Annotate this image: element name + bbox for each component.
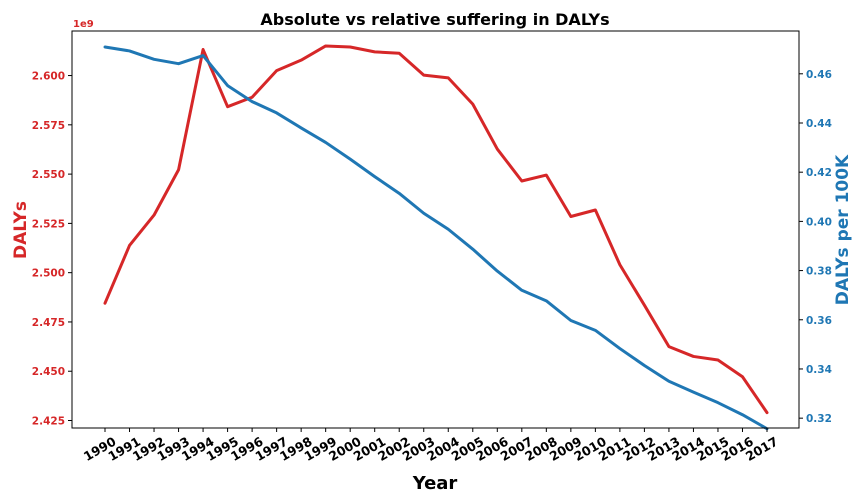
y-tick-label-right: 0.32 — [806, 413, 832, 425]
plot-frame — [71, 30, 800, 429]
y-tick-label-left: 2.575 — [32, 120, 65, 132]
y-tick-label-left: 2.550 — [32, 169, 65, 181]
series-line-dalys-per-100k — [103, 45, 769, 431]
y-tick-label-left: 2.425 — [32, 416, 65, 428]
y-tick-label-right: 0.46 — [806, 69, 832, 81]
y-tick-label-left: 2.450 — [32, 366, 65, 378]
chart-title: Absolute vs relative suffering in DALYs — [260, 10, 609, 29]
y-tick-label-right: 0.42 — [806, 167, 832, 179]
y-axis-label-right: DALYs per 100K — [833, 154, 853, 305]
plot-area: 2.425 2.450 2.475 2.500 2.525 2.550 2.575 2.600… — [32, 30, 832, 464]
series-line-dalys — [103, 44, 769, 415]
y-tick-label-left: 2.525 — [32, 218, 65, 230]
y-tick-label-left: 2.475 — [32, 317, 65, 329]
left-axis-offset: 1e9 — [73, 19, 94, 30]
x-axis-label: Year — [412, 473, 458, 494]
y-tick-label-right: 0.38 — [806, 266, 832, 278]
y-tick-label-right: 0.34 — [806, 364, 832, 376]
y-tick-label-right: 0.40 — [806, 216, 832, 228]
y-axis-label-left: DALYs — [11, 201, 31, 259]
y-tick-label-right: 0.36 — [806, 315, 832, 327]
y-tick-label-left: 2.500 — [32, 268, 65, 280]
y-tick-label-right: 0.44 — [806, 118, 832, 130]
y-tick-label-left: 2.600 — [32, 71, 65, 83]
